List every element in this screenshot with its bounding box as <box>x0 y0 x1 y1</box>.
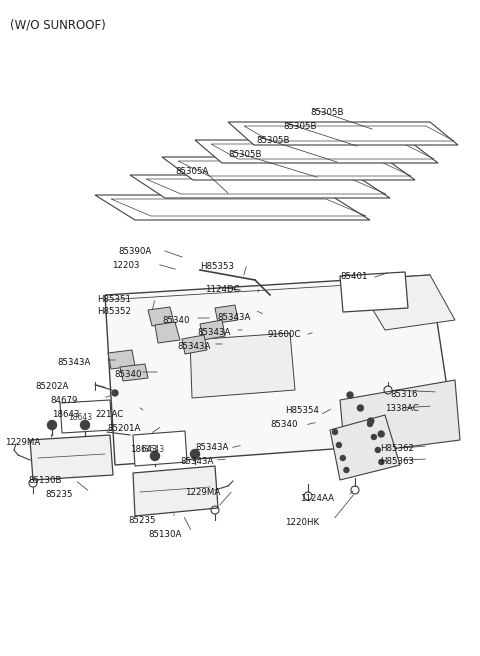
Text: 85130B: 85130B <box>28 476 61 485</box>
Text: 85401: 85401 <box>340 272 368 281</box>
Text: 85343A: 85343A <box>180 457 214 466</box>
Polygon shape <box>95 195 370 220</box>
Circle shape <box>151 451 159 461</box>
Text: H85351: H85351 <box>97 295 131 304</box>
Text: 221AC: 221AC <box>95 410 123 419</box>
Text: H85353: H85353 <box>200 262 234 271</box>
Polygon shape <box>105 275 455 465</box>
Text: 85340: 85340 <box>162 316 190 325</box>
Text: 85343A: 85343A <box>195 443 228 452</box>
Polygon shape <box>195 140 438 163</box>
Polygon shape <box>330 415 400 480</box>
Circle shape <box>336 443 341 447</box>
Circle shape <box>191 449 200 459</box>
Polygon shape <box>228 122 458 145</box>
Text: 85340: 85340 <box>270 420 298 429</box>
Polygon shape <box>200 320 225 340</box>
Polygon shape <box>190 333 295 398</box>
Text: 85343A: 85343A <box>57 358 90 367</box>
Text: H85362: H85362 <box>380 444 414 453</box>
Polygon shape <box>130 175 390 198</box>
Text: 1220HK: 1220HK <box>285 518 319 527</box>
Text: (W/O SUNROOF): (W/O SUNROOF) <box>10 18 106 31</box>
Text: 85305B: 85305B <box>310 108 344 117</box>
Text: 85305A: 85305A <box>175 167 208 176</box>
Polygon shape <box>182 335 207 354</box>
Text: 84679: 84679 <box>50 396 77 405</box>
Text: 1124AA: 1124AA <box>300 494 334 503</box>
Circle shape <box>347 392 353 398</box>
Circle shape <box>372 434 376 440</box>
Polygon shape <box>120 364 148 381</box>
Polygon shape <box>155 322 180 343</box>
Text: 1229MA: 1229MA <box>185 488 220 497</box>
Text: 85235: 85235 <box>128 516 156 525</box>
Polygon shape <box>162 157 415 180</box>
Text: 85390A: 85390A <box>118 247 151 256</box>
Circle shape <box>368 422 372 426</box>
Text: 18643: 18643 <box>140 445 164 455</box>
Polygon shape <box>30 435 113 480</box>
Circle shape <box>378 431 384 437</box>
Circle shape <box>48 420 57 430</box>
Circle shape <box>81 420 89 430</box>
Text: 85305B: 85305B <box>228 150 262 159</box>
Text: 1124DC: 1124DC <box>205 285 240 294</box>
Text: 85343A: 85343A <box>197 328 230 337</box>
Text: 1338AC: 1338AC <box>385 404 419 413</box>
Text: 85343A: 85343A <box>177 342 210 351</box>
Circle shape <box>368 418 374 424</box>
Text: 85343A: 85343A <box>217 313 251 322</box>
Text: H85352: H85352 <box>97 307 131 316</box>
Text: 18643: 18643 <box>130 445 157 454</box>
Text: 85202A: 85202A <box>35 382 68 391</box>
Text: 85316: 85316 <box>390 390 418 399</box>
Polygon shape <box>133 466 218 516</box>
Text: 12203: 12203 <box>112 261 140 270</box>
Text: 85305B: 85305B <box>283 122 316 131</box>
Text: 85235: 85235 <box>45 490 72 499</box>
Text: 85130A: 85130A <box>148 530 181 539</box>
Text: 85305B: 85305B <box>256 136 289 145</box>
Text: H85363: H85363 <box>380 457 414 466</box>
Text: 85201A: 85201A <box>107 424 140 433</box>
Text: 91600C: 91600C <box>268 330 301 339</box>
Polygon shape <box>340 380 460 455</box>
Circle shape <box>333 430 337 434</box>
Text: 1229MA: 1229MA <box>5 438 40 447</box>
Text: H85354: H85354 <box>285 406 319 415</box>
Text: 18643: 18643 <box>68 413 92 422</box>
Circle shape <box>358 405 363 411</box>
Circle shape <box>379 459 384 464</box>
Circle shape <box>375 447 380 453</box>
Polygon shape <box>133 431 187 466</box>
Text: 85340: 85340 <box>114 370 142 379</box>
Text: 18643: 18643 <box>52 410 80 419</box>
Circle shape <box>340 455 345 461</box>
Polygon shape <box>148 307 174 326</box>
Circle shape <box>112 390 118 396</box>
Polygon shape <box>340 272 408 312</box>
Polygon shape <box>355 275 455 330</box>
Polygon shape <box>215 305 238 323</box>
Polygon shape <box>108 350 135 369</box>
Circle shape <box>344 468 349 472</box>
Polygon shape <box>60 400 112 433</box>
